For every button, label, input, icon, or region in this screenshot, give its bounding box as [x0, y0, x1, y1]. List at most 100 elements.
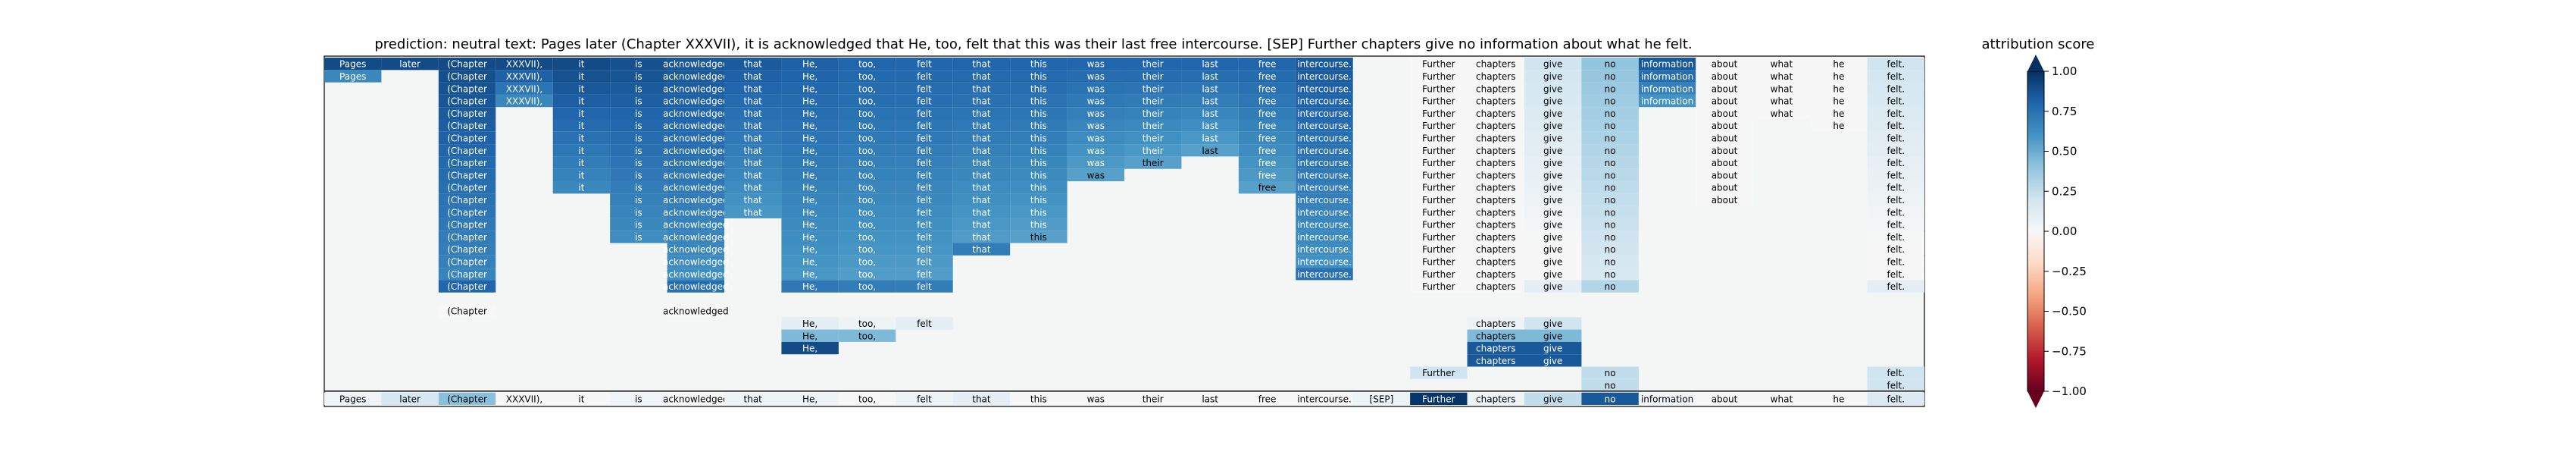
- heatmap-cell: [781, 193, 839, 206]
- heatmap-cell: [838, 70, 896, 83]
- heatmap-cell-label: He,: [802, 232, 818, 243]
- heatmap-cell: [1581, 131, 1639, 145]
- heatmap-cell: [1067, 58, 1124, 71]
- heatmap-cell: [1124, 107, 1182, 120]
- heatmap-cell: [1238, 119, 1296, 132]
- heatmap-cell-label: (Chapter: [447, 220, 487, 231]
- token-score-cell: [1581, 392, 1639, 405]
- heatmap-cell-label: intercourse.: [1297, 59, 1352, 70]
- heatmap-cell: [838, 144, 896, 157]
- heatmap-cell-label: intercourse.: [1297, 146, 1352, 156]
- heatmap-extra-cell: [1410, 366, 1468, 379]
- heatmap-cell: [1752, 82, 1811, 95]
- heatmap-cell-label: He,: [802, 96, 818, 107]
- heatmap-cell: [896, 70, 953, 83]
- heatmap-cell-label: felt.: [1887, 108, 1905, 119]
- heatmap-cell: [896, 156, 953, 169]
- heatmap-extra-cell-label: He,: [802, 331, 818, 341]
- heatmap-cell: [1867, 193, 1924, 206]
- heatmap-cell: [1296, 193, 1353, 206]
- heatmap-cell-label: no: [1605, 133, 1616, 143]
- heatmap-cell: [952, 144, 1011, 157]
- heatmap-cell-label: He,: [802, 195, 818, 206]
- heatmap-cell-label: too,: [858, 220, 876, 231]
- heatmap-cell: [1867, 231, 1924, 243]
- heatmap-cell: [1410, 168, 1468, 181]
- heatmap-cell: [438, 70, 496, 83]
- heatmap-cell: [1296, 218, 1353, 231]
- heatmap-cell-label: intercourse.: [1297, 158, 1352, 168]
- heatmap-cell: [1467, 280, 1524, 293]
- heatmap-cell-label: it: [578, 83, 584, 94]
- heatmap-cell-label: chapters: [1476, 170, 1515, 180]
- heatmap-cell: [1010, 131, 1068, 145]
- heatmap-cell-label: He,: [802, 244, 818, 255]
- heatmap-cell: [838, 280, 896, 293]
- heatmap-cell-label: felt.: [1887, 121, 1905, 131]
- heatmap-cell: [1467, 231, 1524, 243]
- heatmap-cell: [667, 168, 724, 181]
- token-score-cell: [838, 392, 896, 405]
- heatmap-cell-label: about: [1712, 133, 1738, 143]
- heatmap-cell-label: is: [635, 146, 642, 156]
- heatmap-cell-label: is: [635, 183, 642, 193]
- heatmap-cell-label: about: [1712, 195, 1738, 206]
- heatmap-cell: [1410, 144, 1468, 157]
- heatmap-cell-label: Further: [1422, 170, 1455, 180]
- heatmap-cell: [1467, 94, 1524, 108]
- heatmap-cell: [1067, 144, 1124, 157]
- heatmap-cell-label: Further: [1422, 220, 1455, 231]
- heatmap-cell-label: free: [1258, 83, 1277, 94]
- heatmap-cell-label: that: [744, 133, 763, 143]
- heatmap-cell-label: this: [1030, 71, 1047, 82]
- token-label: last: [1202, 394, 1218, 404]
- heatmap-cell: [1410, 280, 1468, 293]
- heatmap-cell: [1238, 168, 1296, 181]
- heatmap-cell: [552, 119, 611, 132]
- heatmap-cell-label: XXXVII),: [506, 71, 542, 82]
- heatmap-cell: [952, 119, 1011, 132]
- heatmap-cell-label: acknowledged: [663, 183, 729, 193]
- heatmap-cell: [1810, 119, 1868, 132]
- heatmap-cell: [1467, 268, 1524, 281]
- heatmap-cell: [1410, 119, 1468, 132]
- heatmap-cell: [1010, 58, 1068, 71]
- heatmap-cell-label: last: [1202, 146, 1218, 156]
- heatmap-cell-label: that: [972, 108, 991, 119]
- heatmap-cell-label: it: [578, 59, 584, 70]
- heatmap-cell-label: information: [1641, 71, 1693, 82]
- heatmap-cell-label: too,: [858, 71, 876, 82]
- heatmap-cell: [896, 280, 953, 293]
- heatmap-cell: [1867, 107, 1924, 120]
- heatmap-cell: [1010, 70, 1068, 83]
- heatmap-cell: [1867, 168, 1924, 181]
- heatmap-cell: [1581, 231, 1639, 243]
- heatmap-cell-label: too,: [858, 133, 876, 143]
- heatmap-cell: [1467, 82, 1524, 95]
- heatmap-cell: [610, 206, 667, 218]
- heatmap-cell: [1467, 107, 1524, 120]
- heatmap-cell: [724, 107, 782, 120]
- heatmap-cell: [667, 82, 724, 95]
- heatmap-cell-label: free: [1258, 71, 1277, 82]
- token-score-cell: [724, 392, 782, 405]
- heatmap-cell: [1581, 119, 1639, 132]
- heatmap-cell: [952, 243, 1011, 256]
- heatmap-cell-label: intercourse.: [1297, 71, 1352, 82]
- heatmap-cell-label: this: [1030, 83, 1047, 94]
- heatmap-cell-label: too,: [858, 244, 876, 255]
- heatmap-cell-label: no: [1605, 244, 1616, 255]
- heatmap-cell-label: intercourse.: [1297, 195, 1352, 206]
- heatmap-cell-label: that: [744, 158, 763, 168]
- heatmap-cell-label: this: [1030, 220, 1047, 231]
- heatmap-cell: [1467, 70, 1524, 83]
- heatmap-cell: [1524, 131, 1582, 145]
- heatmap-cell: [1238, 58, 1296, 71]
- token-score-cell: [1638, 392, 1696, 405]
- heatmap-cell: [610, 218, 667, 231]
- heatmap-cell: [724, 206, 782, 218]
- heatmap-cell-label: Further: [1422, 133, 1455, 143]
- heatmap-cell: [1181, 82, 1239, 95]
- heatmap-cell: [667, 94, 724, 108]
- heatmap-cell: [1638, 94, 1696, 108]
